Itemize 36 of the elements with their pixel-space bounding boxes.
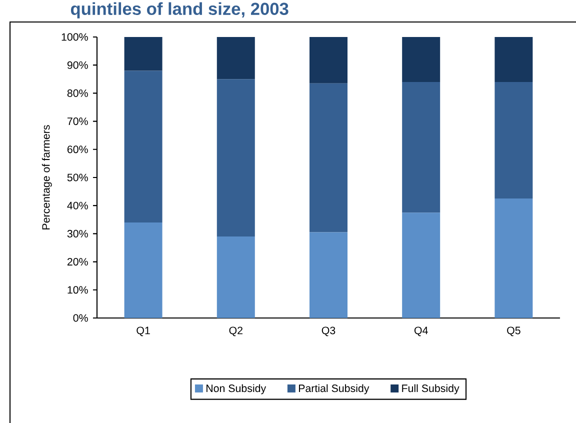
- legend-label: Non Subsidy: [206, 384, 266, 394]
- bar: [216, 236, 255, 318]
- legend-label: Full Subsidy: [402, 384, 460, 394]
- y-tick-label: 60%: [67, 146, 88, 154]
- bar: [402, 36, 440, 82]
- y-tick-label: 0%: [73, 314, 88, 322]
- y-tick-label: 20%: [67, 258, 88, 266]
- x-tick-label: Q5: [507, 326, 520, 336]
- bar: [124, 70, 162, 222]
- bar: [309, 36, 348, 84]
- chart-title: quintiles of land size, 2003: [70, 2, 288, 18]
- y-tick-label: 30%: [67, 230, 88, 238]
- x-tick-label: Q2: [229, 326, 242, 336]
- y-tick-label: 70%: [67, 118, 88, 126]
- x-tick-label: Q1: [136, 326, 150, 336]
- y-tick-label: 50%: [67, 174, 88, 182]
- y-tick-label: 80%: [67, 89, 88, 97]
- bar: [402, 82, 440, 213]
- bar: [124, 222, 162, 318]
- bar: [494, 36, 533, 82]
- y-tick-label: 10%: [68, 286, 88, 294]
- y-tick-label: 40%: [67, 202, 88, 210]
- x-tick-label: Q4: [414, 326, 428, 336]
- y-axis-title: Percentage of farmers: [42, 125, 52, 230]
- y-tick-label: 90%: [67, 61, 88, 69]
- y-tick-label: 100%: [62, 33, 88, 41]
- bar: [216, 36, 255, 80]
- bar: [309, 232, 348, 318]
- bar: [309, 83, 348, 232]
- bar: [494, 82, 533, 199]
- legend-label: Partial Subsidy: [298, 384, 370, 394]
- bar: [402, 212, 440, 318]
- x-tick-label: Q3: [322, 326, 336, 336]
- bar: [494, 198, 533, 318]
- bar: [216, 79, 255, 236]
- bar: [124, 36, 162, 71]
